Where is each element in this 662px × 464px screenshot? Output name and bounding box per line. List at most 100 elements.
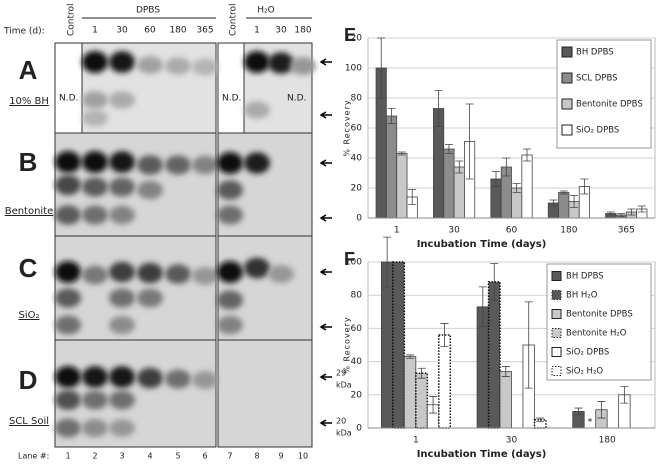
blot-band: [137, 155, 163, 175]
blot-band: [55, 151, 81, 173]
legend-label: SiO₂ DPBS: [566, 348, 609, 358]
error-bar: [429, 396, 438, 414]
blot-band: [109, 91, 135, 109]
error-bar: [492, 171, 501, 187]
blot-band: [55, 174, 81, 196]
arrow: [319, 214, 332, 222]
blot-band: [55, 366, 81, 388]
blank-lane: [217, 42, 245, 134]
legend-swatch: [561, 98, 573, 110]
blot-band: [217, 180, 243, 200]
error-bar: [478, 286, 487, 328]
error-bar: [524, 301, 533, 389]
blot-band: [82, 151, 108, 173]
blot-band: [244, 101, 270, 119]
error-bar: [617, 213, 626, 217]
error-bar: [440, 323, 449, 348]
legend-swatch: [561, 124, 573, 136]
blot-band: [192, 155, 218, 175]
blot-band: [109, 288, 135, 308]
blot-band: [165, 369, 191, 389]
blot-band: [137, 367, 163, 389]
row-letter: B: [19, 147, 38, 177]
blot-band: [192, 267, 218, 285]
error-bar: [522, 148, 531, 162]
legend-label: BH DPBS: [566, 272, 604, 282]
blot-band: [165, 155, 191, 175]
row-letter: A: [19, 55, 38, 85]
blot-band: [268, 52, 294, 74]
bar: [392, 261, 406, 429]
arrow: [319, 373, 332, 381]
legend-swatch: [561, 46, 573, 58]
error-bar: [383, 236, 392, 288]
bar: [396, 153, 408, 219]
y-tick-label: 100: [345, 258, 362, 268]
x-tick-label: 1: [413, 436, 419, 446]
x-axis-title: Incubation Time (days): [417, 239, 547, 250]
y-tick-label: 80: [351, 291, 363, 301]
error-bar: [620, 386, 629, 404]
y-tick-label: 40: [351, 357, 363, 367]
bar: [415, 372, 429, 429]
x-tick-label: 365: [618, 226, 635, 236]
y-tick-label: 60: [351, 124, 363, 134]
blot-band: [137, 262, 163, 284]
time-value: 30: [116, 26, 128, 36]
error-bar: [559, 190, 568, 195]
bar: [385, 115, 398, 219]
lane-number: 4: [147, 452, 152, 461]
blot-band: [82, 177, 108, 197]
row-name: SiO₂: [18, 310, 39, 321]
bar: [438, 334, 452, 429]
y-tick-label: 100: [345, 64, 362, 74]
blot-band: [82, 418, 108, 438]
blot-band: [109, 51, 135, 73]
lane-number: 3: [119, 452, 124, 461]
blot-band: [82, 366, 108, 388]
error-bar: [444, 144, 453, 154]
blot-band: [137, 180, 163, 200]
x-tick-label: 30: [506, 436, 518, 446]
arrow: [319, 111, 332, 119]
blot-band: [109, 205, 135, 225]
x-tick-label: 180: [599, 436, 616, 446]
time-value: 1: [92, 26, 98, 36]
error-bar: [597, 401, 606, 419]
blot-band: [217, 290, 243, 310]
blot-band: [192, 58, 218, 76]
row-name: Bentonite: [5, 206, 54, 217]
panel-label: F: [344, 249, 355, 269]
blot-band: [109, 366, 135, 388]
lane-number: 6: [202, 452, 207, 461]
blot-band: [217, 152, 243, 174]
blot-band: [165, 264, 191, 284]
blot-band: [244, 257, 270, 279]
row-letter: D: [19, 365, 38, 395]
error-bar: [377, 37, 386, 99]
blot-background: [54, 235, 217, 341]
row-letter: C: [19, 253, 38, 283]
bar: [521, 154, 533, 219]
legend-swatch: [551, 347, 562, 357]
bar: [453, 166, 465, 219]
bar: [403, 356, 417, 429]
error-bar: [580, 178, 589, 195]
x-tick-label: 60: [506, 226, 518, 236]
time-value: 60: [144, 26, 156, 36]
x-tick-label: 1: [394, 226, 400, 236]
blot-band: [55, 390, 81, 410]
blot-band: [82, 91, 108, 109]
row-name: 10% BH: [9, 96, 49, 107]
row-name: SCL Soil: [9, 416, 49, 427]
legend-label: SiO₂ DPBS: [576, 126, 619, 136]
lane-number: 10: [298, 452, 308, 461]
marker-label: 20: [336, 417, 346, 426]
blot-band: [290, 57, 316, 75]
bar: [533, 418, 547, 429]
blot-band: [109, 315, 135, 335]
error-bar: [637, 205, 646, 213]
error-bar: [455, 160, 464, 174]
legend-label: BH H₂O: [566, 291, 598, 301]
